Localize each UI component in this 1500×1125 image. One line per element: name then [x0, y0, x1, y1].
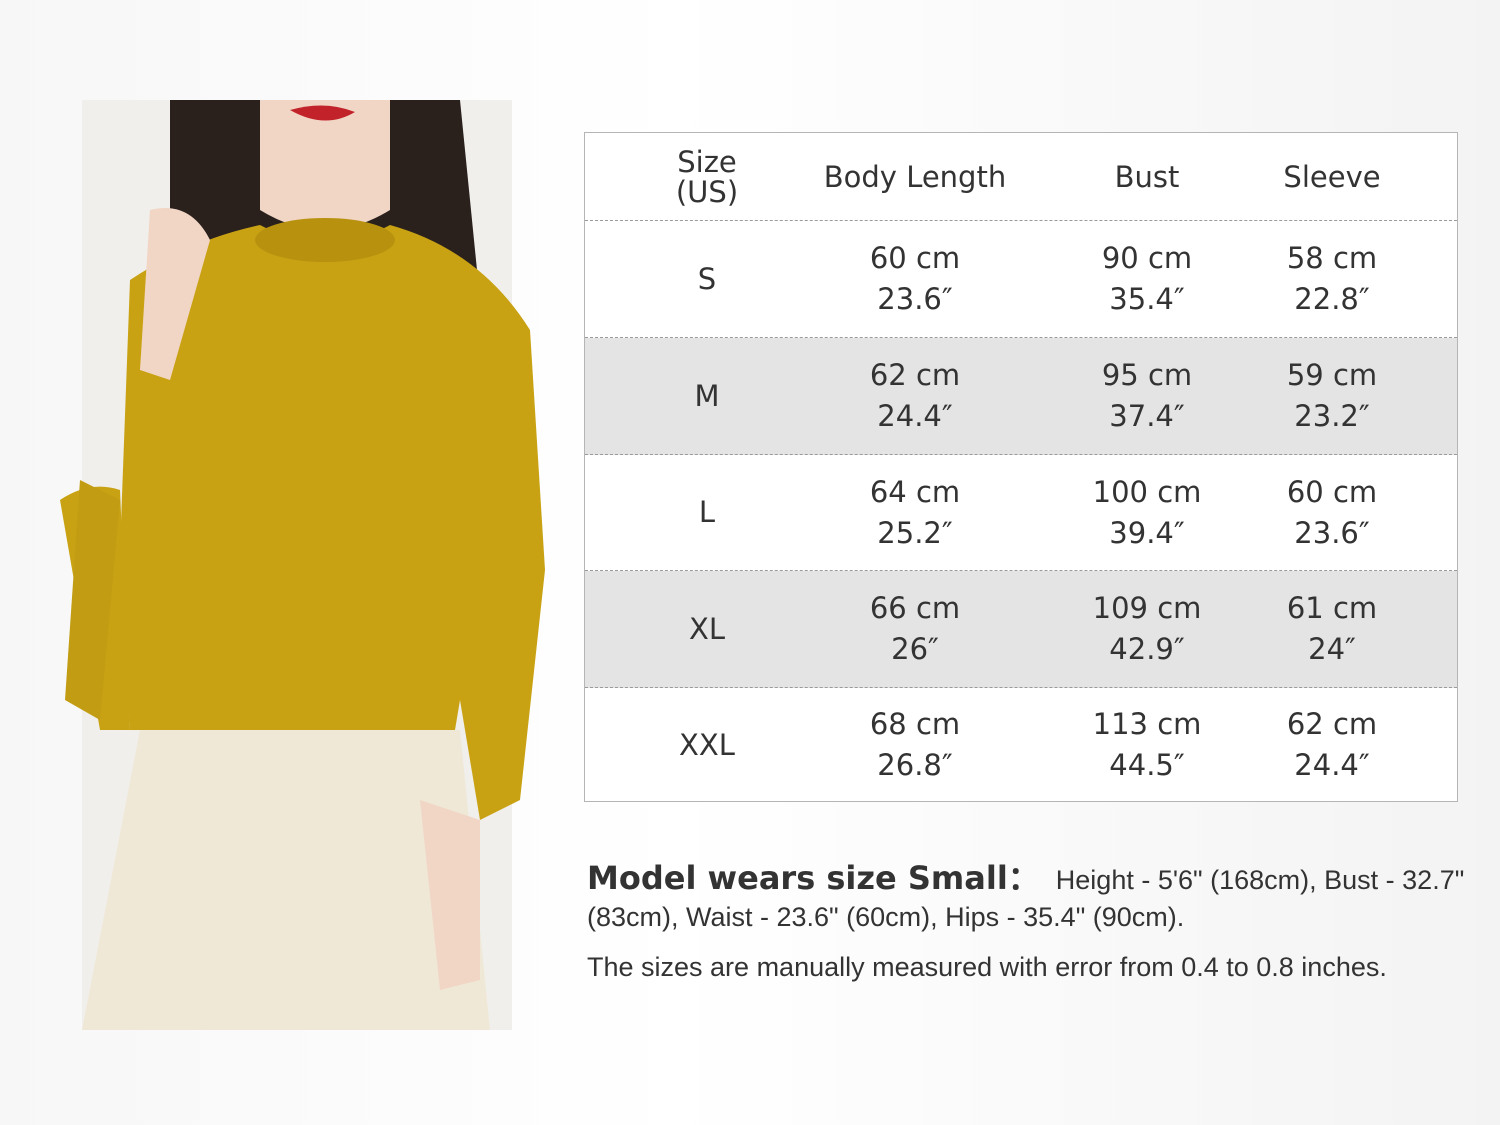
- length-in-value: 26″: [891, 632, 939, 666]
- model-label: Model wears size Small：: [587, 859, 1040, 897]
- table-header-row: Size (US) Body Length Bust Sleeve: [585, 133, 1457, 221]
- body-length-cell: 60 cm 23.6″: [870, 221, 960, 337]
- body-length-cell: 66 cm 26″: [870, 571, 960, 687]
- header-size-line2: (US): [675, 174, 739, 209]
- size-chart-table: Size (US) Body Length Bust Sleeve S 60 cm…: [584, 132, 1458, 802]
- length-cm-value: 64 cm: [869, 474, 961, 509]
- sleeve-cell: 61 cm 24″: [1287, 571, 1377, 687]
- header-body-length: Body Length: [823, 159, 1007, 194]
- sleeve-cm-value: 59 cm: [1286, 358, 1378, 392]
- bust-in-value: 39.4″: [1109, 515, 1185, 550]
- length-in-value: 26.8″: [877, 748, 953, 782]
- header-bust: Bust: [1114, 159, 1180, 194]
- header-size-line1: Size: [677, 144, 737, 179]
- bust-in-value: 35.4″: [1109, 282, 1185, 316]
- bust-cm-value: 109 cm: [1092, 591, 1202, 625]
- sleeve-cm-value: 58 cm: [1286, 241, 1378, 275]
- table-row: XL 66 cm 26″ 109 cm 42.9″ 61 cm 24″: [585, 571, 1457, 688]
- table-row: L 64 cm 25.2″ 100 cm 39.4″ 60 cm 23.6″: [585, 455, 1457, 571]
- length-cm-value: 68 cm: [869, 707, 961, 741]
- size-cell: L: [699, 455, 715, 570]
- size-value: XL: [688, 611, 726, 646]
- body-length-cell: 64 cm 25.2″: [870, 455, 960, 570]
- bust-cell: 113 cm 44.5″: [1093, 688, 1202, 802]
- sleeve-in-value: 22.8″: [1294, 282, 1370, 316]
- notes: Model wears size Small： Height - 5'6" (16…: [587, 860, 1467, 983]
- table-row: S 60 cm 23.6″ 90 cm 35.4″ 58 cm 22.8″: [585, 221, 1457, 338]
- bust-cm-value: 90 cm: [1101, 241, 1193, 275]
- sleeve-cell: 59 cm 23.2″: [1287, 338, 1377, 454]
- model-details: Height - 5'6" (168cm), Bust - 32.7" (83c…: [587, 865, 1465, 932]
- size-value: M: [694, 378, 720, 413]
- header-sleeve: Sleeve: [1283, 159, 1381, 194]
- length-in-value: 23.6″: [877, 282, 953, 316]
- length-cm-value: 66 cm: [869, 591, 961, 625]
- bust-cell: 90 cm 35.4″: [1102, 221, 1192, 337]
- measurement-disclaimer: The sizes are manually measured with err…: [587, 952, 1387, 982]
- table-row: M 62 cm 24.4″ 95 cm 37.4″ 59 cm 23.2″: [585, 338, 1457, 455]
- size-value: S: [697, 261, 717, 296]
- bust-in-value: 44.5″: [1109, 748, 1185, 782]
- length-in-value: 24.4″: [877, 399, 953, 433]
- size-cell: XL: [689, 571, 725, 687]
- sleeve-in-value: 24″: [1308, 632, 1356, 666]
- length-cm-value: 60 cm: [869, 241, 961, 275]
- size-cell: M: [694, 338, 719, 454]
- sleeve-in-value: 24.4″: [1294, 748, 1370, 782]
- bust-cm-value: 113 cm: [1092, 707, 1202, 741]
- model-photo: [60, 100, 550, 1030]
- bust-cell: 95 cm 37.4″: [1102, 338, 1192, 454]
- bust-cell: 109 cm 42.9″: [1093, 571, 1202, 687]
- bust-in-value: 42.9″: [1109, 632, 1185, 666]
- sleeve-cm-value: 60 cm: [1286, 474, 1378, 509]
- sleeve-cell: 62 cm 24.4″: [1287, 688, 1377, 802]
- sleeve-cm-value: 61 cm: [1286, 591, 1378, 625]
- sleeve-cell: 58 cm 22.8″: [1287, 221, 1377, 337]
- size-cell: S: [698, 221, 716, 337]
- length-cm-value: 62 cm: [869, 358, 961, 392]
- size-cell: XXL: [679, 688, 735, 802]
- sleeve-in-value: 23.2″: [1294, 399, 1370, 433]
- bust-cell: 100 cm 39.4″: [1093, 455, 1202, 570]
- bust-cm-value: 95 cm: [1101, 358, 1193, 392]
- size-value: L: [698, 495, 716, 529]
- model-info: Model wears size Small： Height - 5'6" (16…: [587, 860, 1467, 936]
- sleeve-in-value: 23.6″: [1294, 515, 1370, 550]
- bust-in-value: 37.4″: [1109, 399, 1185, 433]
- header-size: Size (US): [676, 133, 738, 220]
- sleeve-cm-value: 62 cm: [1286, 707, 1378, 741]
- length-in-value: 25.2″: [877, 515, 953, 550]
- bust-cm-value: 100 cm: [1092, 474, 1202, 509]
- sleeve-cell: 60 cm 23.6″: [1287, 455, 1377, 570]
- body-length-cell: 68 cm 26.8″: [870, 688, 960, 802]
- body-length-cell: 62 cm 24.4″: [870, 338, 960, 454]
- table-row: XXL 68 cm 26.8″ 113 cm 44.5″ 62 cm 24.4″: [585, 688, 1457, 802]
- size-value: XXL: [679, 727, 735, 762]
